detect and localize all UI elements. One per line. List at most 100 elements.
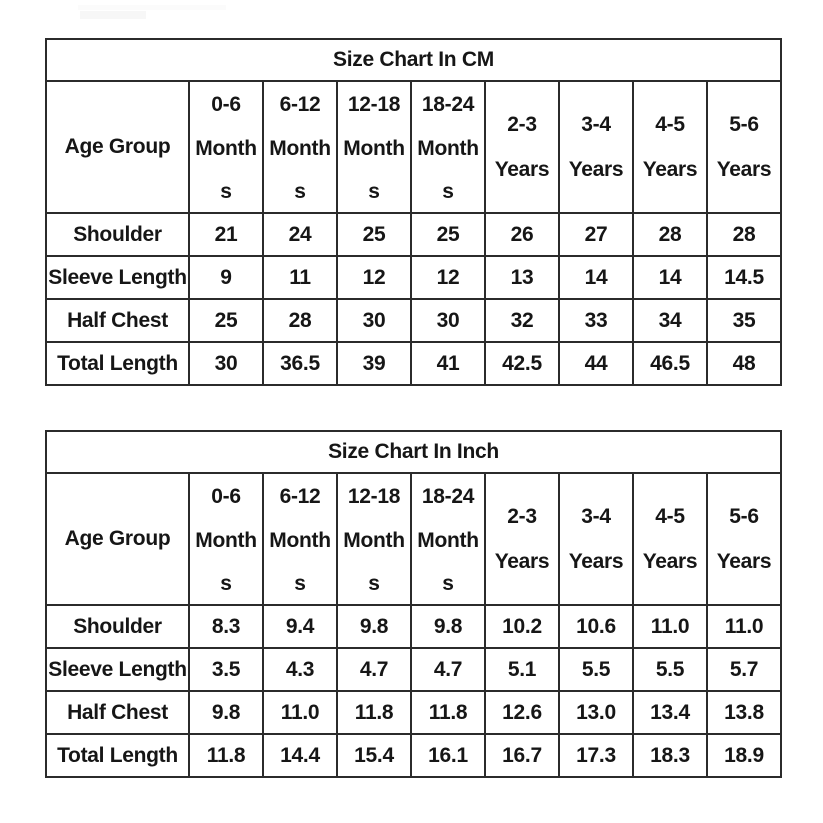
value-cell: 32	[484, 298, 560, 343]
table-row-total-length: Total Length 30 36.5 39 41 42.5 44 46.5 48	[45, 341, 782, 386]
column-header-text: 5-6 Years	[709, 475, 779, 603]
header-line: 3-4	[581, 505, 611, 528]
value-cell: 27	[558, 212, 634, 257]
header-line: s	[442, 572, 454, 595]
value-cell: 15.4	[336, 733, 412, 778]
header-line: s	[368, 572, 380, 595]
header-line: s	[220, 572, 232, 595]
value-cell: 5.1	[484, 647, 560, 692]
header-line: Years	[716, 550, 772, 573]
value-cell: 18.3	[632, 733, 708, 778]
value-cell: 11.0	[262, 690, 338, 735]
column-header-12-18-months: 12-18 Month s	[336, 80, 412, 214]
value-cell: 25	[188, 298, 264, 343]
value-cell: 3.5	[188, 647, 264, 692]
header-line: 5-6	[729, 505, 759, 528]
column-header-18-24-months: 18-24 Month s	[410, 472, 486, 606]
header-line: 12-18	[347, 93, 401, 116]
value-cell: 5.5	[558, 647, 634, 692]
column-header-text: 3-4 Years	[561, 475, 631, 603]
header-line: s	[442, 180, 454, 203]
header-line: 6-12	[279, 485, 321, 508]
table-row-half-chest: Half Chest 25 28 30 30 32 33 34 35	[45, 298, 782, 343]
value-cell: 9.8	[410, 604, 486, 649]
value-cell: 39	[336, 341, 412, 386]
value-cell: 25	[336, 212, 412, 257]
faint-watermark-smudge	[78, 5, 226, 10]
value-cell: 14.5	[706, 255, 782, 300]
table-row-shoulder: Shoulder 8.3 9.4 9.8 9.8 10.2 10.6 11.0 11.0	[45, 604, 782, 649]
value-cell: 41	[410, 341, 486, 386]
value-cell: 17.3	[558, 733, 634, 778]
value-cell: 8.3	[188, 604, 264, 649]
column-header-text: 2-3 Years	[487, 475, 557, 603]
column-header-18-24-months: 18-24 Month s	[410, 80, 486, 214]
value-cell: 30	[410, 298, 486, 343]
column-header-6-12-months: 6-12 Month s	[262, 80, 338, 214]
column-header-text: 4-5 Years	[635, 83, 705, 211]
table-row-half-chest: Half Chest 9.8 11.0 11.8 11.8 12.6 13.0 13.4 13.…	[45, 690, 782, 735]
header-line: Years	[642, 550, 698, 573]
value-cell: 18.9	[706, 733, 782, 778]
header-line: Month	[195, 528, 257, 552]
column-header-3-4-years: 3-4 Years	[558, 472, 634, 606]
column-header-text: 0-6 Month s	[191, 83, 261, 211]
value-cell: 12	[336, 255, 412, 300]
value-cell: 12.6	[484, 690, 560, 735]
column-header-4-5-years: 4-5 Years	[632, 472, 708, 606]
header-line: 6-12	[279, 93, 321, 116]
table-row-sleeve-length: Sleeve Length 3.5 4.3 4.7 4.7 5.1 5.5 5.5 5.7	[45, 647, 782, 692]
table-row-shoulder: Shoulder 21 24 25 25 26 27 28 28	[45, 212, 782, 257]
value-cell: 12	[410, 255, 486, 300]
column-header-2-3-years: 2-3 Years	[484, 80, 560, 214]
value-cell: 11.8	[336, 690, 412, 735]
table-title: Size Chart In CM	[45, 38, 782, 82]
column-header-5-6-years: 5-6 Years	[706, 472, 782, 606]
value-cell: 13.0	[558, 690, 634, 735]
value-cell: 14	[632, 255, 708, 300]
value-cell: 46.5	[632, 341, 708, 386]
value-cell: 44	[558, 341, 634, 386]
header-line: Month	[195, 136, 257, 160]
value-cell: 5.5	[632, 647, 708, 692]
header-line: Years	[568, 158, 624, 181]
value-cell: 13.4	[632, 690, 708, 735]
header-line: Month	[269, 136, 331, 160]
size-table-cm: Size Chart In CM Age Group 0-6 Month s 6-12 Mo…	[45, 38, 782, 386]
header-line: Month	[269, 528, 331, 552]
column-header-text: 2-3 Years	[487, 83, 557, 211]
value-cell: 9	[188, 255, 264, 300]
faint-watermark-smudge	[80, 11, 146, 19]
value-cell: 30	[336, 298, 412, 343]
value-cell: 34	[632, 298, 708, 343]
header-line: Years	[642, 158, 698, 181]
size-chart-inch-section: Size Chart In Inch Age Group 0-6 Month s 6-12…	[45, 430, 782, 778]
value-cell: 11	[262, 255, 338, 300]
header-line: Years	[568, 550, 624, 573]
column-header-text: 3-4 Years	[561, 83, 631, 211]
value-cell: 21	[188, 212, 264, 257]
header-line: Years	[716, 158, 772, 181]
column-header-0-6-months: 0-6 Month s	[188, 80, 264, 214]
column-header-age-group: Age Group	[45, 80, 190, 214]
value-cell: 26	[484, 212, 560, 257]
row-header-total-length: Total Length	[45, 733, 190, 778]
column-header-text: 4-5 Years	[635, 475, 705, 603]
value-cell: 4.7	[410, 647, 486, 692]
value-cell: 11.0	[706, 604, 782, 649]
value-cell: 16.1	[410, 733, 486, 778]
header-line: Years	[494, 550, 550, 573]
value-cell: 35	[706, 298, 782, 343]
header-line: Month	[417, 136, 479, 160]
row-header-half-chest: Half Chest	[45, 690, 190, 735]
value-cell: 14.4	[262, 733, 338, 778]
row-header-half-chest: Half Chest	[45, 298, 190, 343]
column-header-6-12-months: 6-12 Month s	[262, 472, 338, 606]
value-cell: 9.4	[262, 604, 338, 649]
column-header-text: 5-6 Years	[709, 83, 779, 211]
header-line: Years	[494, 158, 550, 181]
value-cell: 33	[558, 298, 634, 343]
header-line: Month	[343, 136, 405, 160]
header-line: s	[294, 572, 306, 595]
